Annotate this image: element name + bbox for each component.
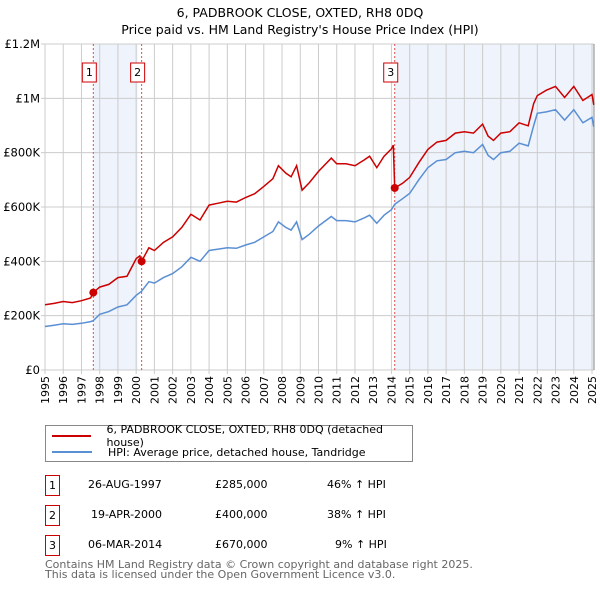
transaction-badge: 1: [45, 475, 60, 496]
transaction-marker: [390, 183, 399, 192]
x-tick-label: 2001: [148, 376, 161, 404]
footer-licence: This data is licensed under the Open Gov…: [45, 568, 396, 581]
series-line: [44, 85, 595, 306]
x-tick-label: 2009: [294, 376, 307, 404]
x-tick-label: 2014: [385, 376, 398, 404]
x-tick-label: 2017: [440, 376, 453, 404]
x-tick-label: 2000: [130, 376, 143, 404]
y-tick-label: £600K: [3, 200, 40, 214]
footer-copyright: Contains HM Land Registry data © Crown c…: [45, 558, 473, 571]
x-tick-label: 1998: [94, 376, 107, 404]
x-tick-label: 2024: [568, 376, 581, 404]
transaction-hpi-change: 9% ↑ HPI: [335, 538, 387, 551]
x-tick-label: 2005: [221, 376, 234, 404]
x-tick-label: 2012: [349, 376, 362, 404]
legend: 6, PADBROOK CLOSE, OXTED, RH8 0DQ (detac…: [45, 423, 413, 462]
y-tick-label: £200K: [3, 309, 40, 323]
transaction-marker: [89, 288, 98, 297]
x-tick-label: 2002: [167, 376, 180, 404]
y-tick-label: £800K: [3, 146, 40, 160]
transaction-label-box: [130, 62, 146, 83]
x-tick-label: 2022: [531, 376, 544, 404]
x-tick-label: 2004: [203, 376, 216, 404]
x-tick-label: 2008: [276, 376, 289, 404]
chart-subtitle: Price paid vs. HM Land Registry's House …: [121, 22, 479, 37]
x-tick-label: 2015: [404, 376, 417, 404]
x-tick-label: 2020: [495, 376, 508, 404]
x-tick-label: 1999: [112, 376, 125, 404]
transaction-date: 26-AUG-1997: [88, 478, 162, 491]
transaction-price: £285,000: [215, 478, 268, 491]
x-tick-label: 2010: [313, 376, 326, 404]
transaction-hpi-change: 46% ↑ HPI: [327, 478, 386, 491]
x-tick-label: 2003: [185, 376, 198, 404]
x-tick-label: 1997: [75, 376, 88, 404]
transaction-badge: 3: [45, 535, 60, 556]
x-tick-label: 2018: [458, 376, 471, 404]
transaction-price: £670,000: [215, 538, 268, 551]
transaction-date: 06-MAR-2014: [88, 538, 163, 551]
transaction-label-box: [383, 62, 399, 83]
transaction-row: 2 19-APR-2000 £400,000 38% ↑ HPI: [45, 505, 425, 526]
chart-title: 6, PADBROOK CLOSE, OXTED, RH8 0DQ: [176, 5, 424, 20]
transaction-marker: [137, 257, 146, 266]
x-tick-label: 1995: [39, 376, 52, 404]
legend-label-property: 6, PADBROOK CLOSE, OXTED, RH8 0DQ (detac…: [106, 423, 383, 449]
x-tick-label: 2023: [550, 376, 563, 404]
y-tick-label: £1M: [15, 91, 40, 105]
transaction-date: 19-APR-2000: [91, 508, 163, 521]
footer: Contains HM Land Registry data © Crown c…: [45, 558, 473, 581]
legend-swatch-property: [52, 435, 91, 437]
transaction-row: 1 26-AUG-1997 £285,000 46% ↑ HPI: [45, 475, 425, 496]
price-chart: 1995 1996 1997 1998 1999 2000 2001 2002 2003 2004…: [3, 37, 599, 404]
transaction-row: 3 06-MAR-2014 £670,000 9% ↑ HPI: [45, 535, 425, 556]
x-tick-label: 2006: [240, 376, 253, 404]
x-tick-label: 1996: [57, 376, 70, 404]
y-tick-label: £400K: [3, 254, 40, 268]
x-tick-label: 2025: [586, 376, 599, 404]
series-line: [44, 108, 595, 328]
legend-label-hpi: HPI: Average price, detached house, Tand…: [108, 445, 366, 459]
transaction-label: 3: [387, 66, 394, 79]
transaction-label: 2: [134, 66, 141, 79]
transaction-label-box: [81, 62, 97, 83]
x-tick-label: 2016: [422, 376, 435, 404]
y-tick-label: £0: [25, 363, 40, 377]
transaction-hpi-change: 38% ↑ HPI: [327, 508, 386, 521]
x-tick-label: 2021: [513, 376, 526, 404]
legend-swatch-hpi: [52, 451, 92, 453]
transaction-label: 1: [86, 66, 93, 79]
x-tick-label: 2007: [258, 376, 271, 404]
legend-item-hpi: HPI: Average price, detached house, Tand…: [46, 444, 366, 460]
transaction-price: £400,000: [215, 508, 268, 521]
y-tick-label: £1.2M: [4, 37, 40, 51]
legend-item-property: 6, PADBROOK CLOSE, OXTED, RH8 0DQ (detac…: [46, 423, 412, 449]
x-tick-label: 2019: [477, 376, 490, 404]
x-tick-label: 2013: [367, 376, 380, 404]
x-tick-label: 2011: [331, 376, 344, 404]
transaction-badge: 2: [45, 505, 60, 526]
